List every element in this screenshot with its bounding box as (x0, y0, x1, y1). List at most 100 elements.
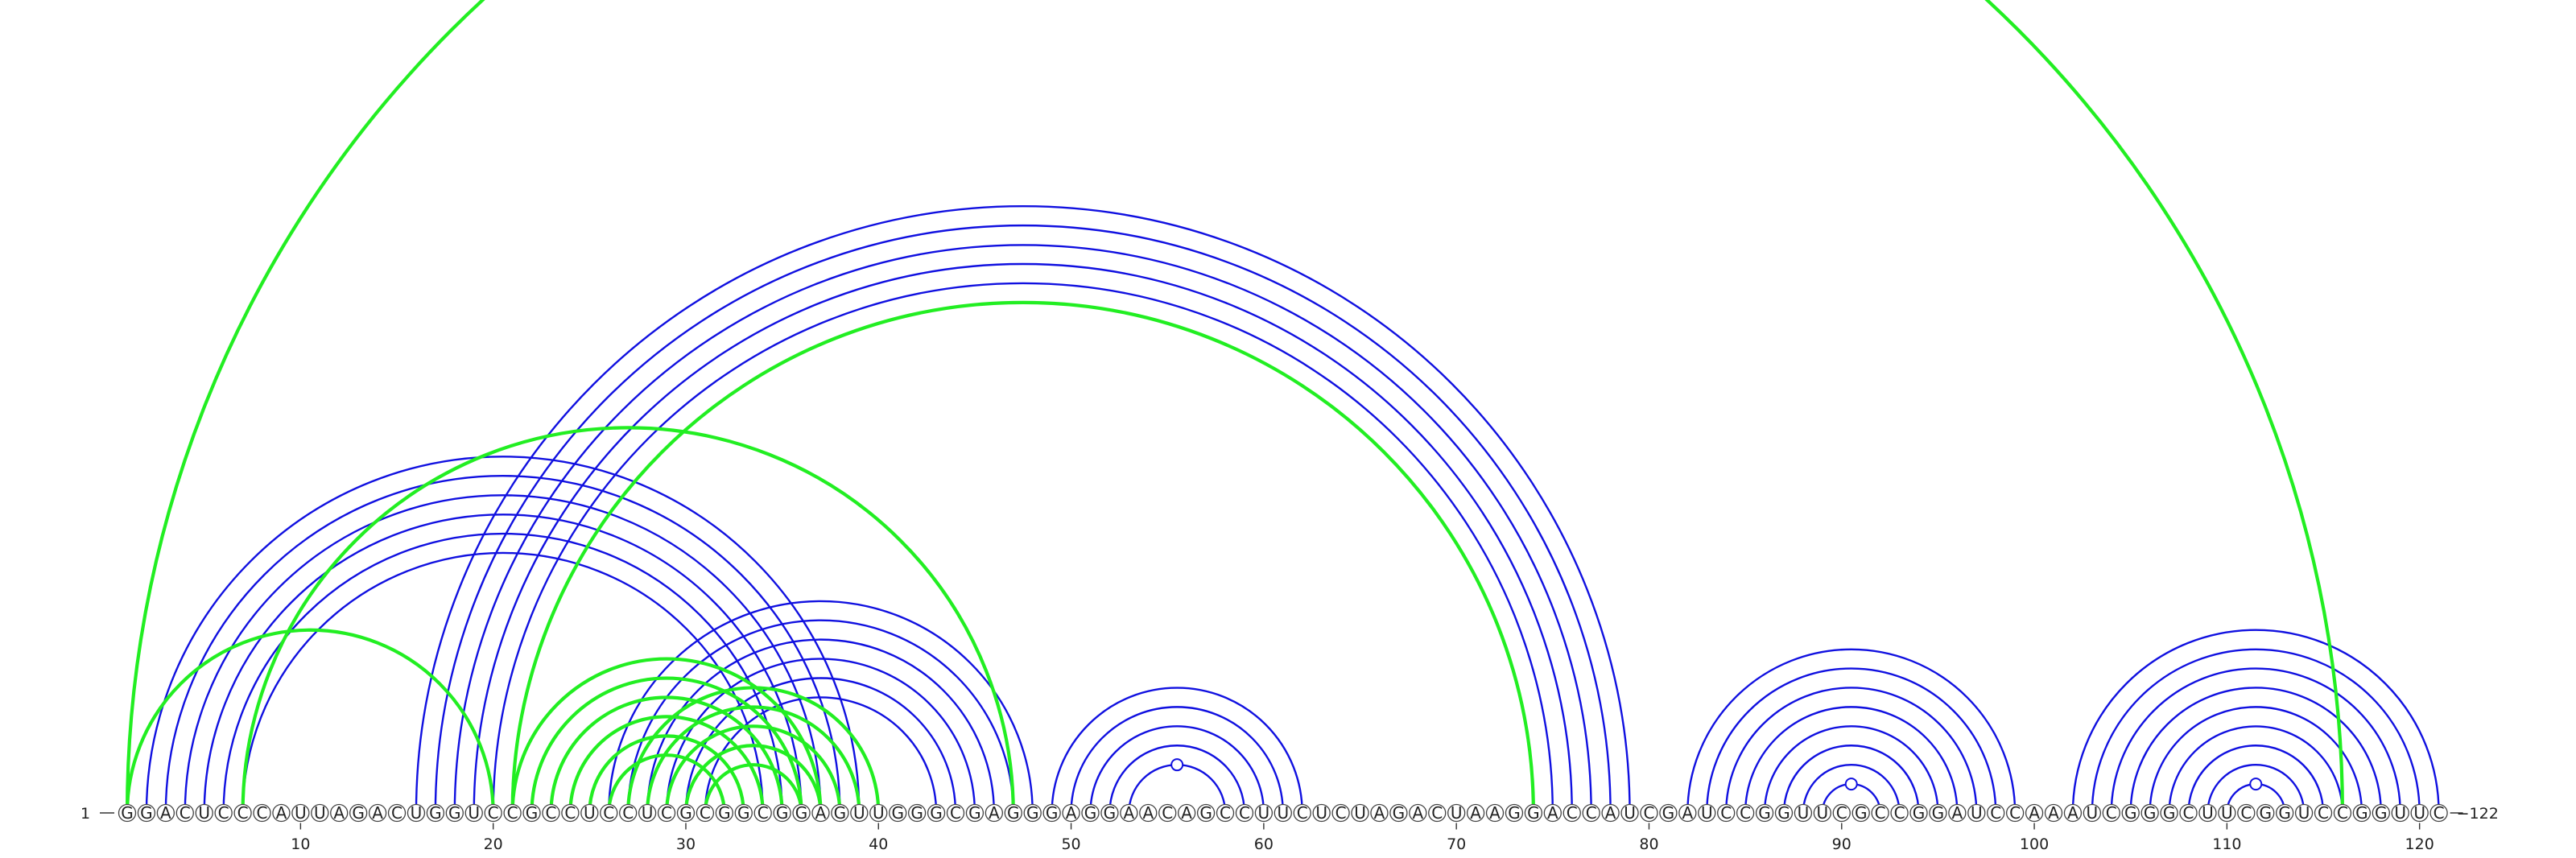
nucleotide-letter: C (1836, 803, 1847, 823)
nucleotide-circle (2083, 803, 2102, 823)
nucleotide: G (965, 803, 985, 823)
nucleotide: U (1254, 803, 1274, 823)
nucleotide-circle (2294, 803, 2314, 823)
base-pair-arc (646, 638, 996, 814)
nucleotide: G (1023, 803, 1042, 823)
nucleotide-letter: A (1547, 803, 1558, 823)
nucleotide-letter: U (411, 803, 423, 823)
nucleotide: U (2294, 803, 2314, 823)
nucleotide: G (2276, 803, 2294, 823)
base-pair-arc (1802, 763, 1901, 814)
base-pair-arc (1744, 706, 1959, 814)
nucleotide-letter: C (1990, 803, 2001, 823)
nucleotide-letter: A (1470, 803, 1481, 823)
nucleotide: C (1158, 803, 1177, 823)
nucleotide-circle (600, 803, 618, 823)
nucleotide-circle (1736, 803, 1755, 823)
nucleotide: G (1389, 803, 1408, 823)
nucleotide-letter: U (1354, 803, 1366, 823)
nucleotide-circle (1852, 803, 1870, 823)
base-pair-arc (1051, 687, 1303, 814)
nucleotide-circle (1909, 803, 1928, 823)
nucleotide: C (753, 803, 772, 823)
nucleotide: A (1409, 803, 1427, 823)
nucleotide: U (2410, 803, 2429, 823)
loop-marker (1170, 758, 1184, 772)
base-pair-arc (1686, 648, 2017, 814)
nucleotide-letter: U (584, 803, 596, 823)
tick-label: 40 (869, 835, 888, 853)
nucleotide-circle (522, 803, 541, 823)
nucleotide-letter: G (1007, 803, 1020, 823)
nucleotide-letter: G (737, 803, 750, 823)
nucleotide: C (1235, 803, 1254, 823)
nucleotide-letter: G (910, 803, 923, 823)
nucleotide-circle (1466, 803, 1485, 823)
nucleotide-circle (1081, 803, 1100, 823)
tick-label: 70 (1447, 835, 1466, 853)
position-tick: 20 (484, 823, 503, 853)
nucleotide-letter: A (815, 803, 827, 823)
nucleotide: C (2237, 803, 2256, 823)
nucleotide-circle (2276, 803, 2294, 823)
nucleotide-circle (715, 803, 733, 823)
nucleotide-circle (2256, 803, 2275, 823)
base-pair-arc (473, 262, 1573, 814)
nucleotide-letter: G (1758, 803, 1771, 823)
tick-label: 90 (1832, 835, 1852, 853)
nucleotide-circle (2237, 803, 2256, 823)
base-pair-arc (2187, 745, 2325, 814)
nucleotide-letter: C (1431, 803, 1443, 823)
nucleotide-letter: G (2124, 803, 2137, 823)
nucleotide: C (1582, 803, 1600, 823)
nucleotide-letter: U (198, 803, 210, 823)
nucleotide-letter: C (180, 803, 191, 823)
nucleotide-letter: U (2087, 803, 2099, 823)
nucleotide-circle (792, 803, 811, 823)
nucleotide-circle (638, 803, 657, 823)
arcs-layer (125, 0, 2440, 814)
nucleotide-letter: A (1124, 803, 1135, 823)
nucleotide-circle (1620, 803, 1639, 823)
nucleotide-letter: A (1489, 803, 1501, 823)
nucleotide-circle (1312, 803, 1331, 823)
nucleotide: U (638, 803, 657, 823)
base-pair-arc (684, 677, 957, 814)
nucleotide: C (1987, 803, 2005, 823)
nucleotide-letter: C (2106, 803, 2117, 823)
nucleotide-letter: C (1567, 803, 1578, 823)
nucleotide-circle (1929, 803, 1947, 823)
nucleotide-letter: U (1315, 803, 1327, 823)
tertiary-pair-arc (241, 426, 1015, 814)
nucleotide-letter: C (1740, 803, 1751, 823)
nucleotide: A (272, 803, 291, 823)
nucleotide-circle (619, 803, 638, 823)
nucleotide: U (2218, 803, 2236, 823)
base-pair-arc (2071, 629, 2440, 814)
base-pair-arc (626, 619, 1014, 814)
nucleotide: G (137, 803, 156, 823)
nucleotide-letter: C (1894, 803, 1905, 823)
nucleotide: A (1485, 803, 1505, 823)
nucleotide-circle (1505, 803, 1524, 823)
nucleotide-circle (2121, 803, 2140, 823)
nucleotide: G (1774, 803, 1794, 823)
base-pair-arc (1763, 725, 1939, 814)
nucleotide-circle (407, 803, 426, 823)
nucleotide-circle (1004, 803, 1022, 823)
base-pair-arc (145, 456, 861, 814)
nucleotide-circle (1196, 803, 1216, 823)
nucleotide: U (1698, 803, 1716, 823)
nucleotide-letter: A (1181, 803, 1192, 823)
tertiary-pair-arc (626, 686, 881, 814)
nucleotide-letter: A (1682, 803, 1693, 823)
nucleotide: C (1890, 803, 1909, 823)
nucleotide-letter: C (700, 803, 711, 823)
nucleotide-letter: G (1913, 803, 1926, 823)
nucleotide-letter: C (1162, 803, 1173, 823)
nucleotide: C (1640, 803, 1658, 823)
nucleotide-circle (811, 803, 830, 823)
tick-label: 120 (2405, 835, 2434, 853)
nucleotide: G (1004, 803, 1022, 823)
nucleotide: C (619, 803, 638, 823)
